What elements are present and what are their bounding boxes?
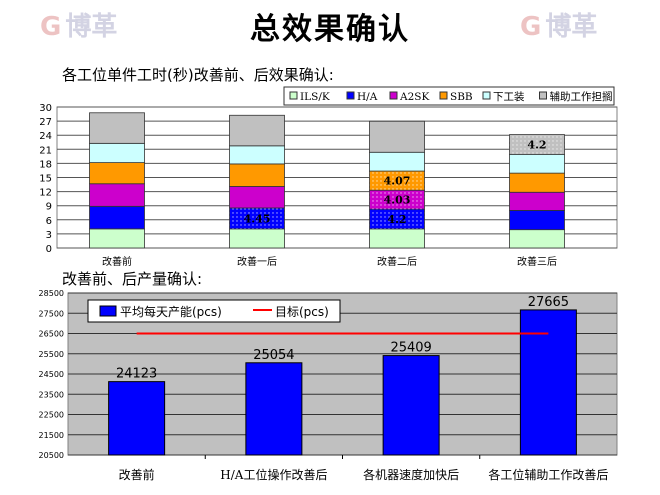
bar-segment-ILS/K (369, 228, 425, 249)
legend-label: ILS/K (300, 91, 330, 103)
legend-label: 目标(pcs) (275, 305, 329, 319)
section1-heading: 各工位单件工时(秒)改善前、后效果确认: (62, 66, 334, 84)
legend-swatch (482, 91, 491, 100)
bar-segment-SBB (229, 163, 285, 187)
bar-segment-辅助工作担搁 (369, 120, 425, 153)
x-tick-label: 各工位辅助工作改善后 (488, 467, 608, 482)
y-tick-label: 21500 (39, 431, 64, 440)
y-tick-label: 27500 (39, 309, 64, 318)
page-title: 总效果确认 (250, 12, 410, 47)
bar (108, 381, 166, 456)
data-label: 4.07 (384, 175, 411, 188)
legend-swatch (346, 91, 355, 100)
bar-segment-ILS/K (509, 229, 565, 249)
legend-swatch (389, 91, 398, 100)
bar-segment-pattern (229, 207, 285, 229)
y-tick-label: 25500 (39, 350, 64, 359)
bar-segment-pattern (369, 171, 425, 191)
y-tick-label: 12 (39, 188, 52, 199)
bar-segment-pattern (369, 190, 425, 210)
bar-segment-下工装 (509, 153, 565, 174)
legend-label: SBB (450, 91, 473, 103)
bar (382, 355, 440, 456)
bar-segment-A2SK (509, 191, 565, 211)
bar (519, 309, 577, 456)
y-tick-label: 23500 (39, 390, 64, 399)
bar-segment-ILS/K (229, 228, 285, 249)
y-tick-label: 18 (39, 159, 52, 170)
bar-segment-下工装 (89, 142, 145, 164)
bar-segment-A2SK (229, 186, 285, 209)
legend-label: H/A (357, 91, 378, 103)
bar-segment-SBB (509, 172, 565, 193)
y-tick-label: 3 (46, 230, 52, 241)
x-tick-label: 各机器速度加快后 (363, 467, 459, 482)
legend-label: 下工装 (493, 90, 525, 103)
bar (245, 362, 303, 456)
y-tick-label: 21 (39, 145, 52, 156)
y-tick-label: 0 (46, 244, 52, 255)
x-tick-label: 改善三后 (517, 255, 557, 268)
data-label: 4.2 (387, 213, 406, 226)
legend-swatch (439, 91, 448, 100)
data-label: 4.2 (527, 138, 546, 151)
data-label: 25054 (253, 348, 294, 363)
bar-segment-pattern (509, 134, 565, 155)
y-tick-label: 24 (39, 131, 52, 142)
y-tick-label: 6 (46, 216, 52, 227)
data-label: 24123 (116, 367, 157, 382)
bar-segment-pattern (369, 209, 425, 229)
bar-segment-辅助工作担搁 (89, 112, 145, 144)
y-tick-label: 22500 (39, 411, 64, 420)
x-tick-label: 改善二后 (377, 255, 417, 268)
bar-segment-A2SK (89, 183, 145, 207)
bar-segment-辅助工作担搁 (229, 114, 285, 147)
bar-segment-H/A (509, 209, 565, 231)
x-tick-label: 改善一后 (237, 255, 277, 268)
y-tick-label: 20500 (39, 451, 64, 460)
y-tick-label: 27 (39, 117, 52, 128)
y-tick-label: 15 (39, 174, 52, 185)
legend-label: 辅助工作担搁 (550, 90, 613, 103)
legend (87, 299, 341, 323)
x-tick-label: H/A工位操作改善后 (220, 467, 327, 482)
data-label: 4.03 (384, 194, 411, 207)
y-tick-label: 30 (39, 103, 52, 114)
y-tick-label: 9 (46, 202, 52, 213)
legend-swatch (99, 305, 117, 317)
legend-swatch (539, 91, 547, 100)
bar-segment-SBB (89, 162, 145, 185)
data-label: 4.45 (244, 212, 271, 225)
legend-label: A2SK (399, 91, 429, 103)
x-tick-label: 改善前 (102, 255, 132, 268)
section2-heading: 改善前、后产量确认: (62, 270, 203, 288)
watermark-logo: G 博革 (40, 12, 118, 42)
legend-label: 平均每天产能(pcs) (120, 304, 222, 319)
data-label: 27665 (528, 295, 569, 310)
data-label: 25409 (390, 341, 431, 356)
bar-segment-ILS/K (89, 228, 145, 249)
y-tick-label: 24500 (39, 370, 64, 379)
watermark-logo: G 博革 (520, 12, 598, 42)
y-tick-label: 26500 (39, 330, 64, 339)
legend-swatch (289, 91, 298, 100)
y-tick-label: 28500 (39, 289, 64, 298)
bar-segment-下工装 (229, 145, 285, 165)
bar-segment-H/A (89, 205, 145, 230)
legend (283, 86, 615, 106)
bar-segment-下工装 (369, 151, 425, 172)
x-tick-label: 改善前 (119, 467, 155, 482)
